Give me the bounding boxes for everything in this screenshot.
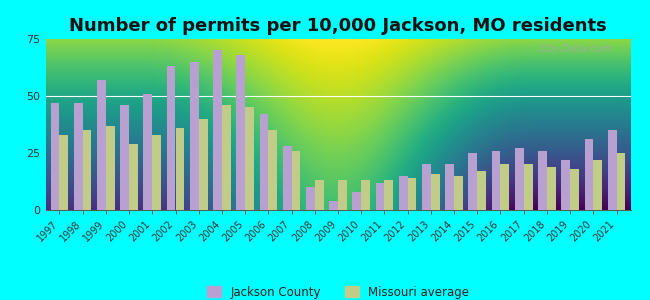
Bar	[120, 105, 129, 210]
Bar	[166, 66, 176, 210]
Bar	[445, 164, 454, 210]
Bar	[199, 119, 207, 210]
Bar	[129, 144, 138, 210]
Bar	[500, 164, 510, 210]
Bar	[491, 151, 500, 210]
Bar	[384, 180, 393, 210]
Bar	[454, 176, 463, 210]
Bar	[176, 128, 185, 210]
Bar	[431, 173, 439, 210]
Text: City-Data.com: City-Data.com	[539, 44, 613, 54]
Legend: Jackson County, Missouri average: Jackson County, Missouri average	[202, 281, 474, 300]
Bar	[106, 126, 114, 210]
Bar	[83, 130, 92, 210]
Bar	[259, 114, 268, 210]
Bar	[352, 192, 361, 210]
Bar	[74, 103, 83, 210]
Bar	[399, 176, 408, 210]
Bar	[361, 180, 370, 210]
Bar	[593, 160, 602, 210]
Bar	[515, 148, 524, 210]
Bar	[152, 135, 161, 210]
Bar	[190, 62, 199, 210]
Bar	[329, 201, 338, 210]
Bar	[338, 180, 347, 210]
Bar	[222, 105, 231, 210]
Bar	[97, 80, 106, 210]
Title: Number of permits per 10,000 Jackson, MO residents: Number of permits per 10,000 Jackson, MO…	[69, 17, 607, 35]
Bar	[570, 169, 579, 210]
Bar	[292, 151, 300, 210]
Bar	[608, 130, 617, 210]
Bar	[547, 167, 556, 210]
Bar	[237, 55, 245, 210]
Bar	[315, 180, 324, 210]
Bar	[562, 160, 570, 210]
Bar	[213, 50, 222, 210]
Bar	[268, 130, 277, 210]
Bar	[477, 171, 486, 210]
Bar	[245, 107, 254, 210]
Bar	[408, 178, 417, 210]
Bar	[422, 164, 431, 210]
Bar	[524, 164, 532, 210]
Bar	[538, 151, 547, 210]
Bar	[59, 135, 68, 210]
Bar	[584, 139, 593, 210]
Bar	[376, 183, 384, 210]
Bar	[617, 153, 625, 210]
Bar	[283, 146, 292, 210]
Bar	[469, 153, 477, 210]
Bar	[144, 94, 152, 210]
Bar	[306, 187, 315, 210]
Bar	[51, 103, 59, 210]
